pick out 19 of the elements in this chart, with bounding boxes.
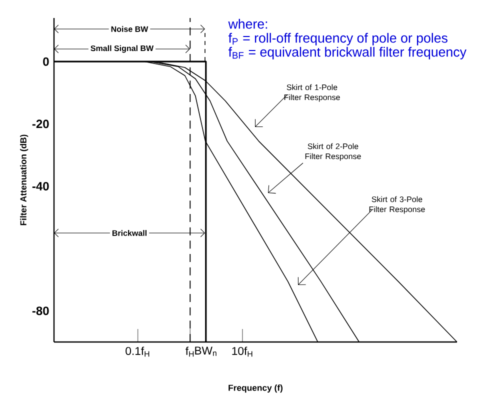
y-tick-label: -40 xyxy=(32,182,49,190)
annotation: Skirt of 1-Pole Filter Response xyxy=(284,84,340,102)
annotation: Skirt of 3-Pole Filter Response xyxy=(369,196,425,214)
x-tick-label: f$_{H}$ xyxy=(186,346,194,357)
annotation: Brickwall xyxy=(112,230,146,236)
annotation: f$_{P}$ = roll-off frequency of pole or poles xyxy=(228,32,448,46)
x-axis-title: Frequency (f) xyxy=(228,384,282,393)
y-tick-label: -80 xyxy=(32,306,49,316)
x-tick-label: BW$_{n}$ xyxy=(195,346,216,356)
annotation: Skirt of 2-Pole Filter Response xyxy=(305,143,361,161)
annotation: Noise BW xyxy=(111,26,148,32)
x-tick-label: 0.1f$_{H}$ xyxy=(126,346,150,357)
annotation: where: xyxy=(228,18,268,29)
y-tick-label: 0 xyxy=(43,57,49,66)
x-tick-label: 10f$_{H}$ xyxy=(232,346,252,357)
y-tick-label: -20 xyxy=(32,120,49,128)
y-axis-title: Filter Attenuation (dB) xyxy=(20,134,28,226)
annotation: f$_{BF}$ = equivalent brickwall filter frequency xyxy=(228,46,466,60)
annotation: Small Signal BW xyxy=(90,45,154,53)
